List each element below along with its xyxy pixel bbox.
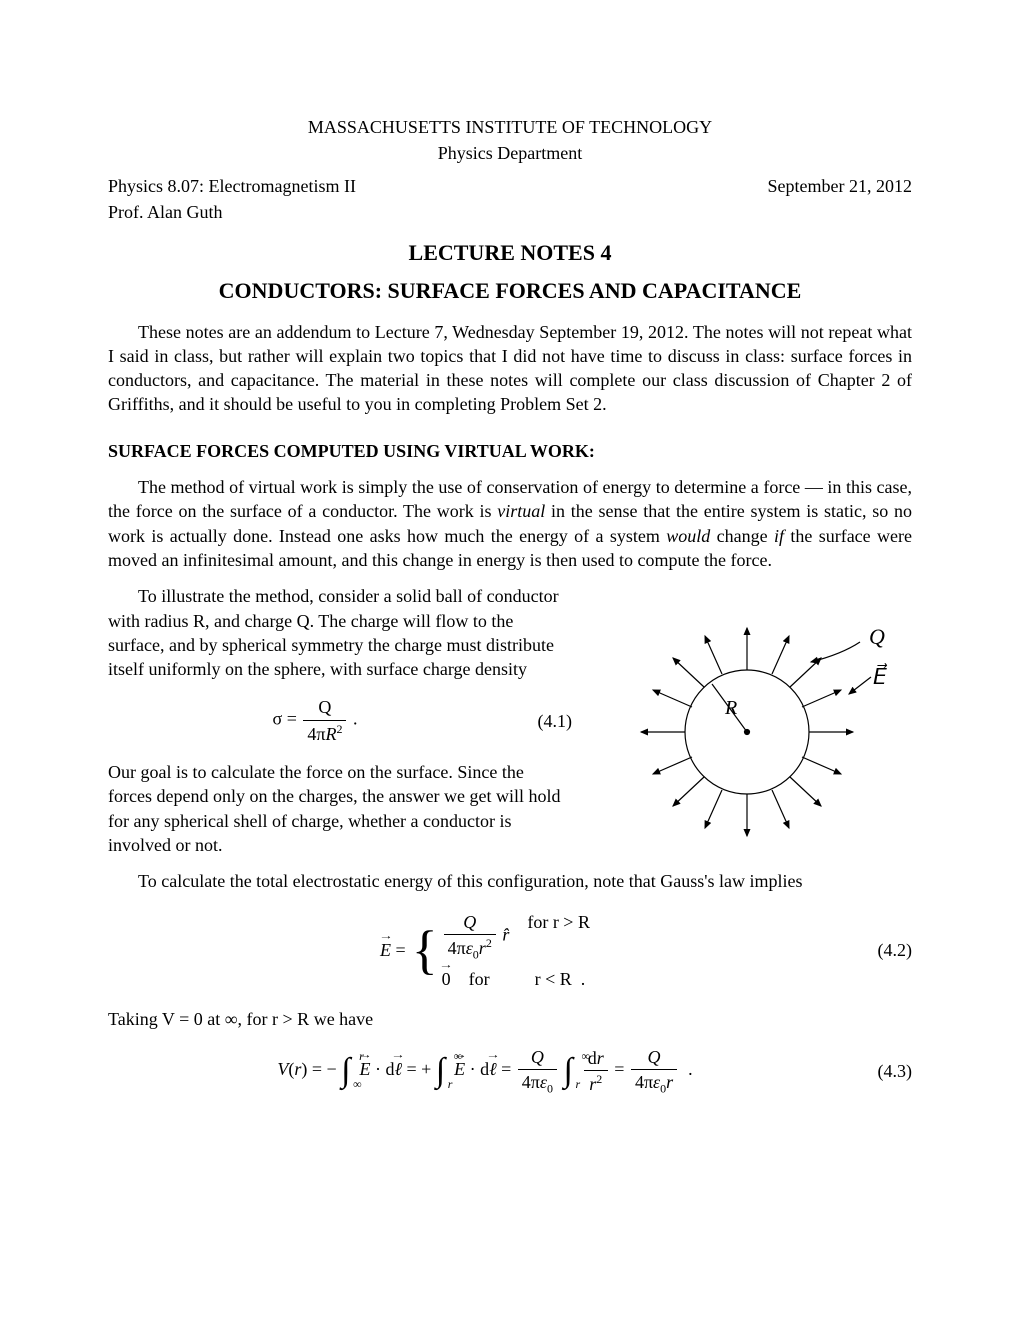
eq2-case2-expr: 0 [442, 967, 451, 991]
institution: MASSACHUSETTS INSTITUTE OF TECHNOLOGY [108, 115, 912, 139]
radius-label: R [724, 697, 737, 719]
eq1-lhs: σ = [273, 709, 297, 729]
eq2-cases: Q 4πε0r2 r̂ for r > R 0 for r < R . [442, 908, 590, 993]
eq2-case2-cond: for r < R . [469, 967, 586, 991]
sphere-setup-paragraph: To illustrate the method, consider a sol… [108, 584, 572, 681]
goal-paragraph: Our goal is to calculate the force on th… [108, 760, 572, 857]
section-heading: SURFACE FORCES COMPUTED USING VIRTUAL WO… [108, 439, 912, 463]
intro-paragraph: These notes are an addendum to Lecture 7… [108, 320, 912, 417]
eq3-line2: = + ∫∞r E · dℓ = Q 4πε0 ∫∞r dr r2 = Q [406, 1055, 692, 1083]
left-column: To illustrate the method, consider a sol… [108, 584, 572, 869]
figure-column: R Q E⃗ [592, 584, 912, 852]
p2-would: would [666, 526, 710, 546]
eq1-numerator: Q [303, 695, 346, 720]
equation-4-2-number: (4.2) [862, 938, 912, 962]
virtual-work-paragraph: The method of virtual work is simply the… [108, 475, 912, 572]
course-label: Physics 8.07: Electromagnetism II [108, 174, 356, 198]
lecture-title: LECTURE NOTES 4 [108, 238, 912, 268]
equation-4-2: E = { Q 4πε0r2 r̂ for r > R 0 [108, 908, 862, 993]
p2-part-c: change [710, 526, 774, 546]
p2-if: if [774, 526, 784, 546]
equation-4-1-number: (4.1) [522, 709, 572, 733]
course-row: Physics 8.07: Electromagnetism II Septem… [108, 174, 912, 198]
professor-label: Prof. Alan Guth [108, 200, 912, 224]
eq3-line1: V(r) = − ∫r∞ E · dℓ [277, 1055, 406, 1083]
eq1-denominator: 4πR2 [303, 721, 346, 746]
equation-4-2-row: E = { Q 4πε0r2 r̂ for r > R 0 [108, 908, 912, 993]
eq2-case1-cond: for r > R [527, 910, 590, 963]
topic-title: CONDUCTORS: SURFACE FORCES AND CAPACITAN… [108, 276, 912, 306]
p2-virtual: virtual [497, 501, 545, 521]
equation-4-1-row: σ = Q 4πR2 . (4.1) [108, 695, 572, 746]
sphere-figure-icon: R Q E⃗ [597, 592, 907, 852]
brace-icon: { [412, 923, 438, 977]
potential-paragraph: Taking V = 0 at ∞, for r > R we have [108, 1007, 912, 1031]
document-page: MASSACHUSETTS INSTITUTE OF TECHNOLOGY Ph… [0, 0, 1020, 1320]
equation-4-3: V(r) = − ∫r∞ E · dℓ = + ∫∞r E · dℓ = Q 4… [108, 1045, 862, 1097]
date-label: September 21, 2012 [768, 174, 912, 198]
field-label: E⃗ [873, 663, 888, 689]
eq1-fraction: Q 4πR2 [303, 695, 346, 746]
figure-text-columns: To illustrate the method, consider a sol… [108, 584, 912, 869]
eq2-lhs: E = [380, 938, 406, 962]
department: Physics Department [108, 141, 912, 165]
charge-label: Q [869, 624, 885, 649]
equation-4-1: σ = Q 4πR2 . [108, 695, 522, 746]
equation-4-3-row: V(r) = − ∫r∞ E · dℓ = + ∫∞r E · dℓ = Q 4… [108, 1045, 912, 1097]
equation-4-3-number: (4.3) [862, 1059, 912, 1083]
gauss-paragraph: To calculate the total electrostatic ene… [108, 869, 912, 893]
eq2-case1-num: Q [444, 910, 496, 935]
eq1-period: . [353, 709, 358, 729]
